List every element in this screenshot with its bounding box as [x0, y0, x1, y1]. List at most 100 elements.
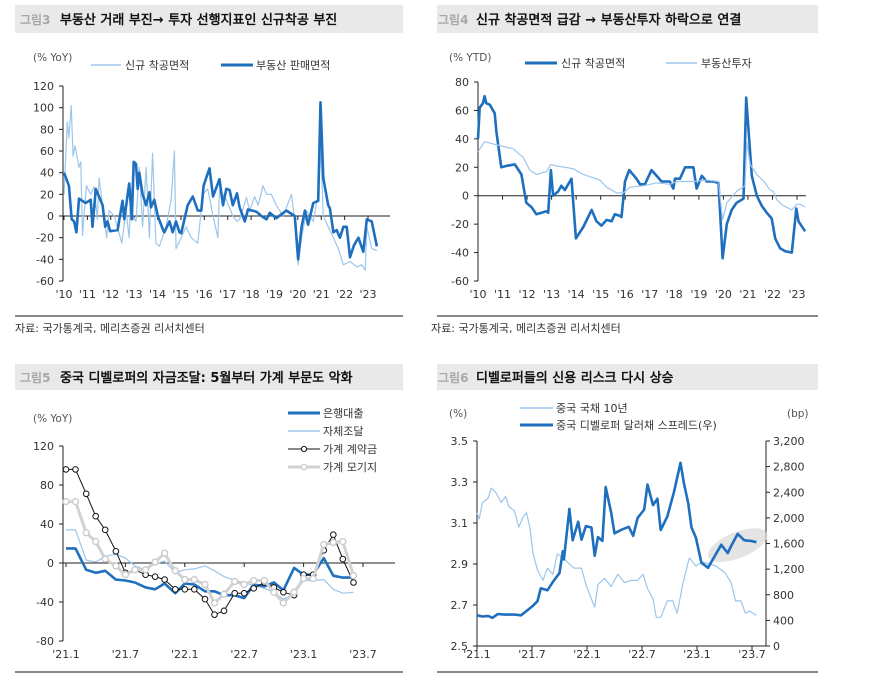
x-tick-label: '21	[739, 288, 756, 301]
series-line-4	[66, 500, 355, 605]
data-point	[211, 611, 218, 618]
legend-label: 부동산투자	[701, 57, 752, 70]
data-point	[231, 577, 239, 586]
legend-marker	[300, 463, 308, 471]
x-tick-label: '23.7	[738, 648, 766, 661]
x-tick-label: '21	[313, 288, 330, 301]
x-tick-label: '20	[289, 288, 306, 301]
figure-title: 디벨로퍼들의 신용 리스크 다시 상승	[476, 370, 674, 386]
x-tick-label: '13	[543, 288, 560, 301]
x-tick-label: '22.1	[573, 648, 601, 661]
legend-label: 자체조달	[323, 425, 363, 438]
y-tick-label: -60	[451, 275, 469, 288]
y-tick-label: 0	[47, 210, 54, 223]
data-point	[151, 573, 159, 580]
y-tick-label: 20	[40, 188, 54, 201]
y-tick-label: -20	[451, 218, 469, 231]
legend-label: 부동산 판매면적	[256, 59, 330, 72]
data-point	[240, 589, 248, 597]
chart-plot-area: -80 -40 0 40 80 120 '21.1 '21.7 '22.1 '22.7 '23.1 '…	[33, 440, 395, 661]
figure-label: 그림3	[20, 13, 50, 27]
y-right-tick-label: 400	[773, 614, 794, 627]
data-point	[71, 497, 80, 506]
y-tick-label: 40	[40, 167, 54, 180]
legend-label: 신규 착공면적	[125, 59, 189, 72]
y-tick-label: -40	[36, 596, 54, 609]
data-point	[240, 580, 248, 589]
x-tick-label: '11	[494, 288, 511, 301]
data-point	[250, 585, 258, 592]
x-tick-label: '21.1	[463, 648, 491, 661]
data-point	[190, 575, 198, 584]
x-tick-label: '15	[172, 288, 189, 301]
data-point	[270, 588, 278, 596]
data-point	[181, 586, 189, 593]
y-tick-label: 120	[33, 440, 54, 453]
x-tick-label: '21.7	[518, 648, 546, 661]
y-right-tick-label: 1,200	[773, 563, 805, 576]
data-point	[151, 558, 159, 566]
y-right-unit-label: (bp)	[787, 408, 809, 420]
chart-plot-area: -60 -40 -20 0 20 40 60 80 '10 '11 '12 '13 '14 '15 '16 '…	[451, 76, 807, 301]
data-point	[112, 548, 120, 555]
x-tick-label: '21.1	[52, 648, 80, 661]
x-tick-label: '23.1	[683, 648, 711, 661]
figure-label: 그림4	[438, 13, 468, 27]
y-tick-label: 100	[33, 102, 54, 115]
y-tick-label: 80	[455, 76, 469, 89]
series-line-2	[62, 101, 379, 261]
data-point	[101, 555, 109, 563]
chart-plot-area: 2.5 2.7 2.9 3.1 3.3 3.5 0 400 800 1,200 1,600 2,000…	[451, 435, 805, 661]
data-point	[220, 607, 228, 615]
x-tick-label: '10	[469, 288, 486, 301]
y-tick-label: 3.5	[451, 435, 469, 448]
legend-label: 중국 국채 10년	[556, 402, 628, 415]
data-point	[290, 588, 298, 596]
figure-label: 그림5	[20, 371, 50, 385]
chart-plot-area: -60 -40 -20 0 20 40 60 80 100 120 '10 '11 '12 '13 '14 '…	[33, 80, 390, 301]
data-point	[92, 537, 100, 546]
x-tick-label: '19	[690, 288, 707, 301]
data-point	[82, 490, 90, 498]
figure-3-panel: 그림3 부동산 거래 부진→ 투자 선행지표인 신규착공 부진 (% YoY) …	[15, 5, 403, 335]
legend-label: 신규 착공면적	[561, 57, 625, 70]
x-tick-label: '10	[55, 288, 72, 301]
data-point	[231, 589, 238, 597]
y-tick-label: -40	[36, 253, 54, 266]
y-tick-label: -60	[36, 275, 54, 288]
data-point	[101, 526, 109, 534]
y-right-tick-label: 800	[773, 589, 794, 602]
data-point	[280, 588, 287, 596]
x-tick-label: '14	[568, 288, 585, 301]
data-point	[279, 599, 288, 607]
figure-title-bar	[15, 364, 403, 390]
data-point	[82, 529, 90, 537]
data-point	[250, 576, 258, 585]
legend-label: 가계 모기지	[323, 461, 377, 474]
x-tick-label: '18	[243, 288, 260, 301]
figure-label: 그림6	[438, 371, 468, 385]
y-right-tick-label: 2,800	[773, 461, 805, 474]
figure-6-panel: 그림6 디벨로퍼들의 신용 리스크 다시 상승 (%) (bp) 중국 국채 1…	[437, 364, 818, 673]
data-point	[72, 466, 79, 473]
data-point	[92, 512, 99, 520]
y-tick-label: 2.5	[451, 640, 469, 653]
y-tick-label: 120	[33, 80, 54, 93]
series-line-2	[476, 461, 757, 620]
source-note: 자료: 국가통계국, 메리츠증권 리서치센터	[431, 322, 621, 335]
x-tick-label: '23	[788, 288, 805, 301]
data-point	[201, 580, 209, 589]
y-unit-label: (% YoY)	[33, 413, 72, 425]
y-unit-label: (% YTD)	[449, 52, 491, 64]
x-tick-label: '23	[359, 288, 376, 301]
x-tick-label: '14	[149, 288, 166, 301]
x-tick-label: '11	[79, 288, 96, 301]
legend-label: 중국 디벨로퍼 달러채 스프레드(우)	[556, 419, 717, 432]
legend-label: 은행대출	[323, 407, 363, 420]
x-tick-label: '22.1	[171, 648, 199, 661]
data-point	[349, 572, 358, 580]
y-tick-label: 40	[40, 518, 54, 531]
figure-4-panel: 그림4 신규 착공면적 급감 → 부동산투자 하락으로 연결 (% YTD) 신…	[431, 5, 818, 335]
y-left-unit-label: (%)	[449, 408, 467, 420]
x-tick-label: '16	[617, 288, 634, 301]
